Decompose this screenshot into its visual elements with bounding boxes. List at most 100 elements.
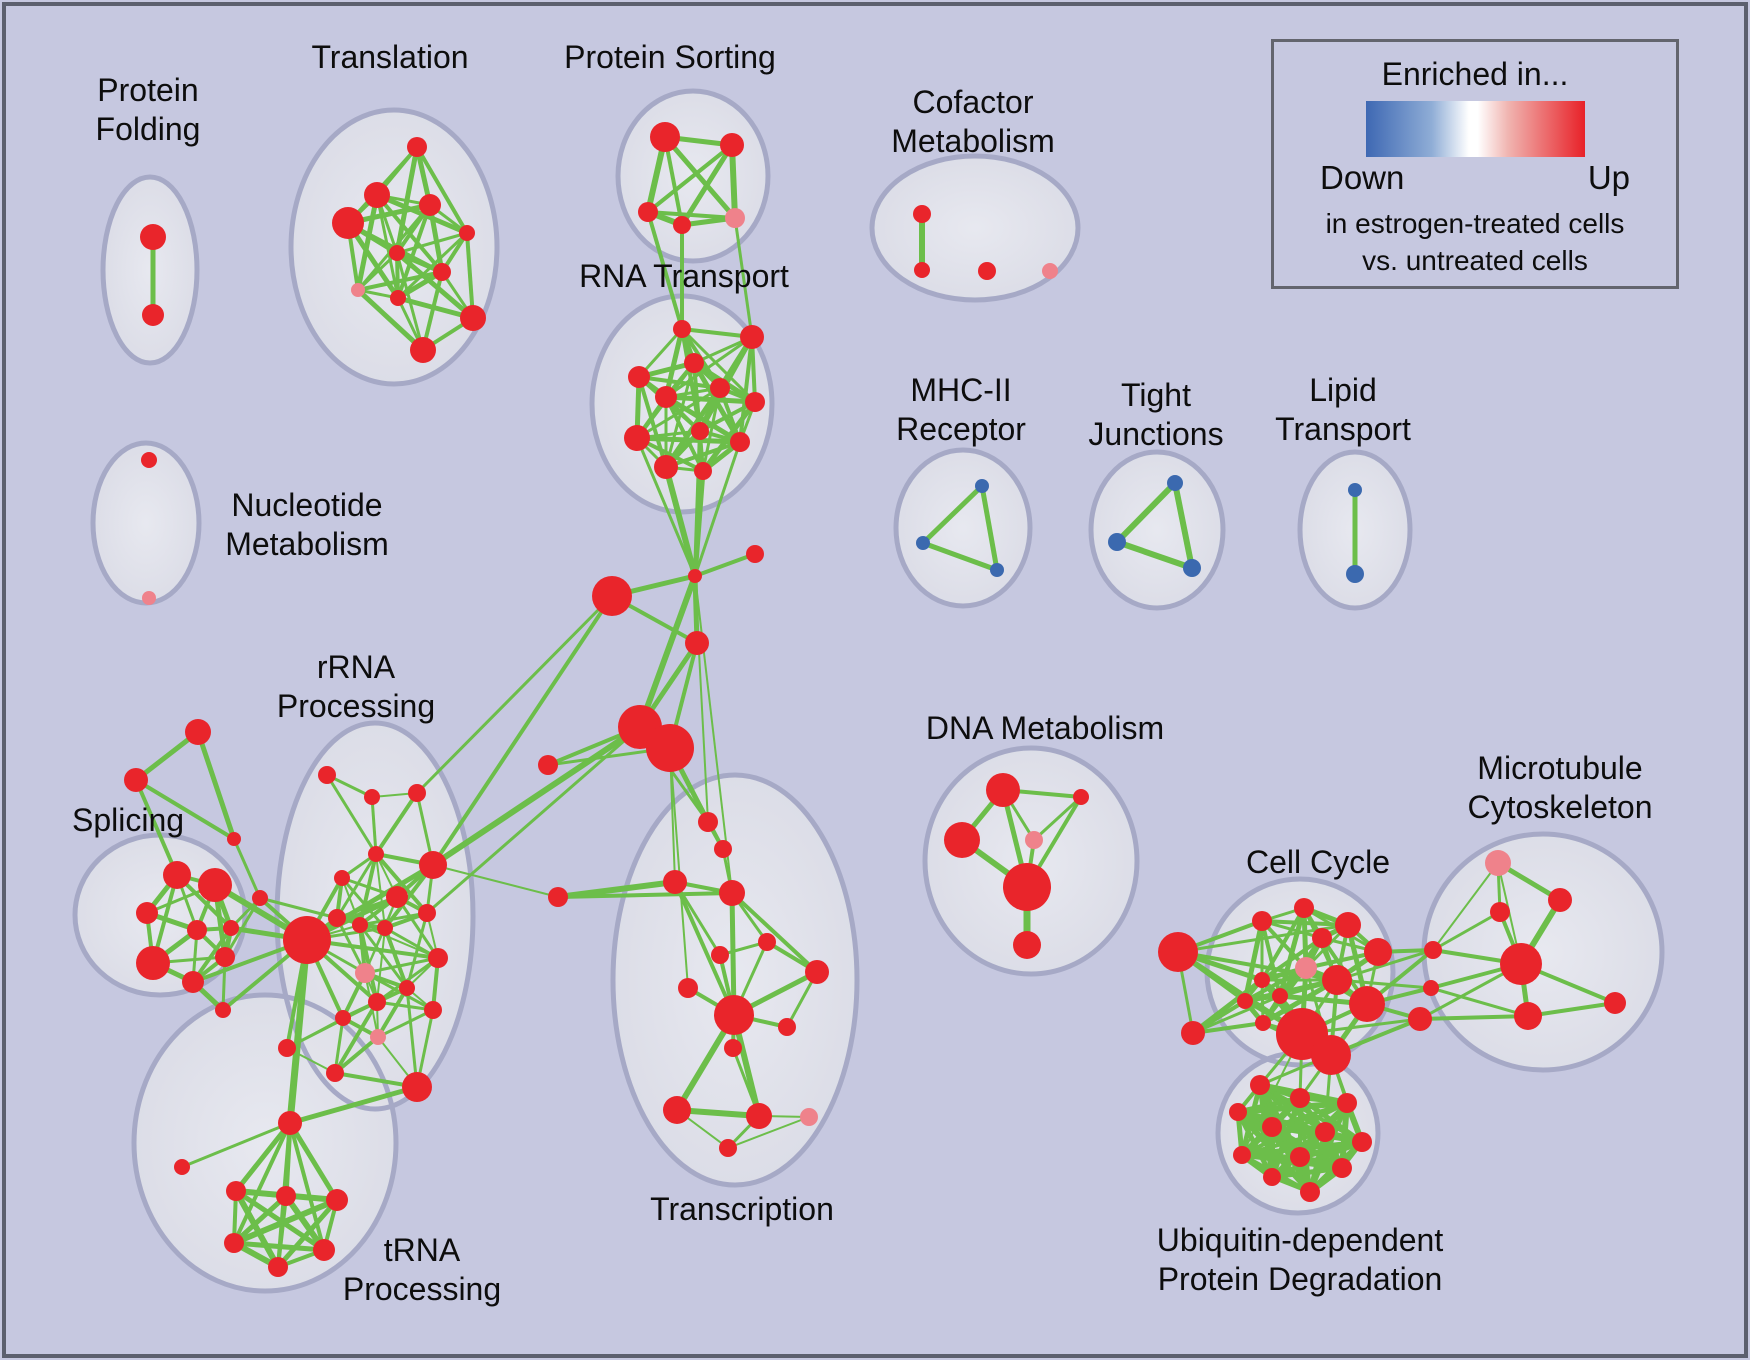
cluster-ellipse-dna-metabolism <box>922 745 1140 977</box>
cluster-ellipse-mhc-ii-receptor <box>893 447 1033 609</box>
edge <box>1430 986 1529 1018</box>
edge <box>259 896 338 920</box>
cluster-label-dna-metabolism-line1: DNA Metabolism <box>926 710 1164 746</box>
node-n1 <box>141 452 157 468</box>
cluster-label-rna-transport-line1: RNA Transport <box>579 258 789 294</box>
edge <box>693 430 702 577</box>
node-t9 <box>390 290 406 306</box>
edge <box>405 987 419 1088</box>
node-tc2 <box>698 812 718 832</box>
edge <box>1192 994 1281 1035</box>
legend-subtitle: in estrogen-treated cells vs. untreated … <box>1326 205 1625 279</box>
edge <box>1172 482 1195 569</box>
edge <box>396 231 468 255</box>
edge <box>1336 978 1432 990</box>
edge <box>699 400 756 433</box>
edge <box>465 232 475 319</box>
edge <box>333 1035 380 1075</box>
cluster-label-mhc-ii-receptor-line2: Receptor <box>896 411 1026 447</box>
node-r11 <box>654 455 678 479</box>
node-ps1 <box>650 122 680 152</box>
node-tc10 <box>714 995 754 1035</box>
node-rr22 <box>326 1064 344 1082</box>
node-u11 <box>1263 1168 1281 1186</box>
node-s6 <box>136 946 170 980</box>
node-pf2 <box>142 304 164 326</box>
edge <box>665 394 756 405</box>
node-cc9 <box>1254 972 1270 988</box>
node-d4 <box>1025 831 1043 849</box>
node-s3 <box>136 902 158 924</box>
node-r8 <box>691 422 709 440</box>
legend-up-label: Up <box>1587 159 1630 196</box>
legend-scale-row: Down Up <box>1320 159 1630 197</box>
edge <box>395 251 475 320</box>
node-tr5 <box>224 1233 244 1253</box>
node-tc16 <box>719 1139 737 1157</box>
edge <box>646 211 684 330</box>
edge <box>922 540 998 573</box>
node-u5 <box>1262 1117 1282 1137</box>
edge <box>663 466 698 577</box>
node-rr11 <box>283 916 331 964</box>
cluster-label-rrna-processing-line1: rRNA <box>317 649 396 685</box>
node-m3 <box>990 563 1004 577</box>
cluster-ellipse-protein-sorting <box>615 88 771 264</box>
edge <box>395 896 440 959</box>
edge <box>364 956 439 975</box>
node-j3 <box>592 576 632 616</box>
node-s7 <box>182 971 204 993</box>
edge <box>635 437 697 577</box>
node-d6 <box>1013 931 1041 959</box>
cluster-label-ubiquitin-degradation-line2: Protein Degradation <box>1158 1261 1443 1297</box>
node-h2 <box>646 724 694 772</box>
cluster-label-transcription-line1: Transcription <box>650 1191 834 1227</box>
node-n2 <box>142 591 156 605</box>
node-u10 <box>1332 1158 1352 1178</box>
edge <box>357 270 443 292</box>
edge <box>694 552 756 578</box>
node-d1 <box>986 773 1020 807</box>
edge <box>1271 1165 1343 1180</box>
node-tc6 <box>758 933 776 951</box>
edge <box>637 574 698 729</box>
cluster-label-splicing-line1: Splicing <box>72 802 184 838</box>
node-rr12 <box>418 904 436 922</box>
cluster-ellipse-tight-junctions <box>1088 449 1226 611</box>
edge <box>181 1121 291 1169</box>
edge <box>1242 920 1265 1002</box>
edge <box>669 747 689 989</box>
cluster-label-cofactor-metabolism-line2: Metabolism <box>891 123 1055 159</box>
edge <box>283 1194 327 1252</box>
node-rr9 <box>352 917 368 933</box>
node-cc2 <box>1252 911 1272 931</box>
edge <box>729 144 738 219</box>
node-tc11 <box>778 1018 796 1036</box>
cluster-ellipse-transcription <box>610 772 860 1188</box>
edge <box>727 1116 810 1149</box>
cluster-label-protein-folding-line2: Folding <box>96 111 201 147</box>
node-tj1 <box>1167 475 1183 491</box>
edge <box>384 926 439 960</box>
node-o3 <box>1408 1007 1432 1031</box>
cluster-label-cell-cycle-line1: Cell Cycle <box>1246 844 1390 880</box>
node-cc5 <box>1364 938 1392 966</box>
node-r2 <box>740 325 764 349</box>
node-rr15 <box>428 948 448 968</box>
node-cc16 <box>1311 1035 1351 1075</box>
node-cc1 <box>1158 932 1198 972</box>
cluster-label-nucleotide-metabolism-line2: Metabolism <box>225 526 389 562</box>
cluster-label-mhc-ii-receptor-line1: MHC-II <box>910 372 1011 408</box>
node-r3 <box>684 353 704 373</box>
node-cc7 <box>1295 957 1317 979</box>
node-tc12 <box>724 1039 742 1057</box>
edge <box>673 881 736 1016</box>
node-tr4 <box>326 1189 348 1211</box>
edge <box>396 204 432 299</box>
node-rr20 <box>370 1029 386 1045</box>
node-b1 <box>252 890 268 906</box>
node-ps5 <box>725 208 745 228</box>
edge <box>195 731 237 840</box>
cluster-label-tight-junctions-line1: Tight <box>1121 377 1191 413</box>
